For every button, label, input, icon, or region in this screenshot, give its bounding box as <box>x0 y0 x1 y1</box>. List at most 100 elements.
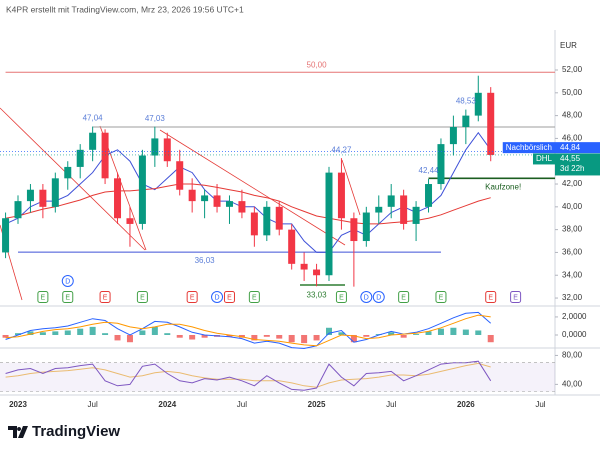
macd-bar <box>301 334 308 344</box>
candle-body <box>325 172 333 276</box>
candle-body <box>51 178 59 207</box>
candle-body <box>126 218 134 224</box>
candle-body <box>400 195 408 224</box>
macd-bar <box>413 334 420 335</box>
candle-body <box>375 206 383 213</box>
macd-bar <box>176 334 183 338</box>
macd-bar <box>425 331 432 335</box>
y-tick-label: 36,00 <box>562 248 583 257</box>
plot-area: 50,00 Kaufzone! 47,04 47,03 36,03 33,03 44,27 4… <box>0 60 555 391</box>
candle-body <box>337 172 345 219</box>
tag-countdown: 3d 22h <box>560 164 584 173</box>
event-badge <box>372 291 385 303</box>
brand: TradingView <box>32 423 120 440</box>
rsi-band <box>0 362 555 392</box>
y-tick-label: 2,0000 <box>562 312 587 321</box>
price-annotation: 48,53 <box>456 97 477 106</box>
macd-bar <box>164 333 171 335</box>
x-tick-label: Jul <box>88 400 98 409</box>
macd-bar <box>400 334 407 338</box>
y-tick-label: 32,00 <box>562 293 583 302</box>
tag-name-box <box>502 142 555 154</box>
macd-bar <box>263 334 270 337</box>
macd-bar <box>77 328 84 335</box>
candle-body <box>412 206 420 224</box>
price-annotation: 47,04 <box>83 114 104 123</box>
event-label: E <box>252 294 257 301</box>
candle-body <box>437 144 445 185</box>
candle-body <box>14 201 22 219</box>
moving-average <box>5 183 491 225</box>
candle-body <box>300 263 308 270</box>
candle-body <box>263 206 271 236</box>
event-badge <box>136 291 148 303</box>
tag-name: Nachbörslich <box>506 143 552 152</box>
x-tick-label: 2024 <box>158 400 176 409</box>
macd-bar <box>276 334 283 339</box>
tag-value-box <box>555 153 600 176</box>
macd-bar <box>251 334 258 341</box>
currency: EUR <box>560 41 577 50</box>
candle-body <box>39 189 47 207</box>
level-label: Kaufzone! <box>485 182 521 191</box>
candle-body <box>449 127 457 145</box>
x-tick-label: Jul <box>237 400 247 409</box>
header: K4PR erstellt mit TradingView.com, Mrz 2… <box>6 4 244 14</box>
macd-bar <box>313 334 320 341</box>
candle-body <box>64 166 72 179</box>
candle-body <box>387 195 395 207</box>
signal-line <box>5 314 491 347</box>
x-tick-label: Jul <box>386 400 396 409</box>
y-tick-label: 40,00 <box>562 202 583 211</box>
event-label: E <box>439 294 444 301</box>
event-badge <box>248 291 260 303</box>
candle-body <box>313 269 321 276</box>
rsi-line <box>5 360 492 391</box>
candle-body <box>462 115 470 128</box>
logo: TradingView <box>8 423 120 440</box>
x-tick-label: 2023 <box>9 400 27 409</box>
macd-bar <box>450 327 457 335</box>
macd-bar <box>52 331 59 335</box>
event-badge <box>211 291 224 303</box>
candle-body <box>89 132 97 150</box>
event-badge <box>485 291 497 303</box>
macd-bar <box>64 330 71 335</box>
tag-value-box <box>555 142 600 154</box>
candle-body <box>238 201 246 213</box>
event-label: E <box>190 294 195 301</box>
y-tick-label: 52,00 <box>562 65 583 74</box>
candle-body <box>487 92 495 155</box>
macd-bar <box>39 332 46 335</box>
x-tick-label: 2026 <box>457 400 475 409</box>
macd-bar <box>151 326 158 335</box>
candle-body <box>188 189 196 202</box>
event-label: E <box>41 294 46 301</box>
event-badge <box>360 291 373 303</box>
macd-bar <box>2 334 9 338</box>
macd-bar <box>102 333 109 335</box>
macd-bar <box>363 334 370 337</box>
macd-bar <box>89 326 96 335</box>
candle-body <box>151 138 159 156</box>
event-label: D <box>364 294 369 301</box>
tag-value: 44,55 <box>560 154 581 163</box>
event-badge <box>435 291 447 303</box>
candle-body <box>350 218 358 242</box>
event-badge <box>398 291 410 303</box>
candle-body <box>474 92 482 116</box>
event-label: E <box>339 294 344 301</box>
event-badge <box>37 291 49 303</box>
price-annotation: 33,03 <box>307 290 328 299</box>
price-annotation: 44,27 <box>331 145 352 154</box>
candle-body <box>2 218 10 253</box>
macd-bar <box>475 330 482 335</box>
y-tick-label: 34,00 <box>562 270 583 279</box>
y-tick-label: 48,00 <box>562 111 583 120</box>
macd-bar <box>189 334 196 340</box>
y-tick-label: 50,00 <box>562 88 583 97</box>
candle-body <box>101 132 109 179</box>
price-annotation: 42,44 <box>419 166 440 175</box>
macd-bar <box>126 334 133 343</box>
y-tick-label: 38,00 <box>562 225 583 234</box>
